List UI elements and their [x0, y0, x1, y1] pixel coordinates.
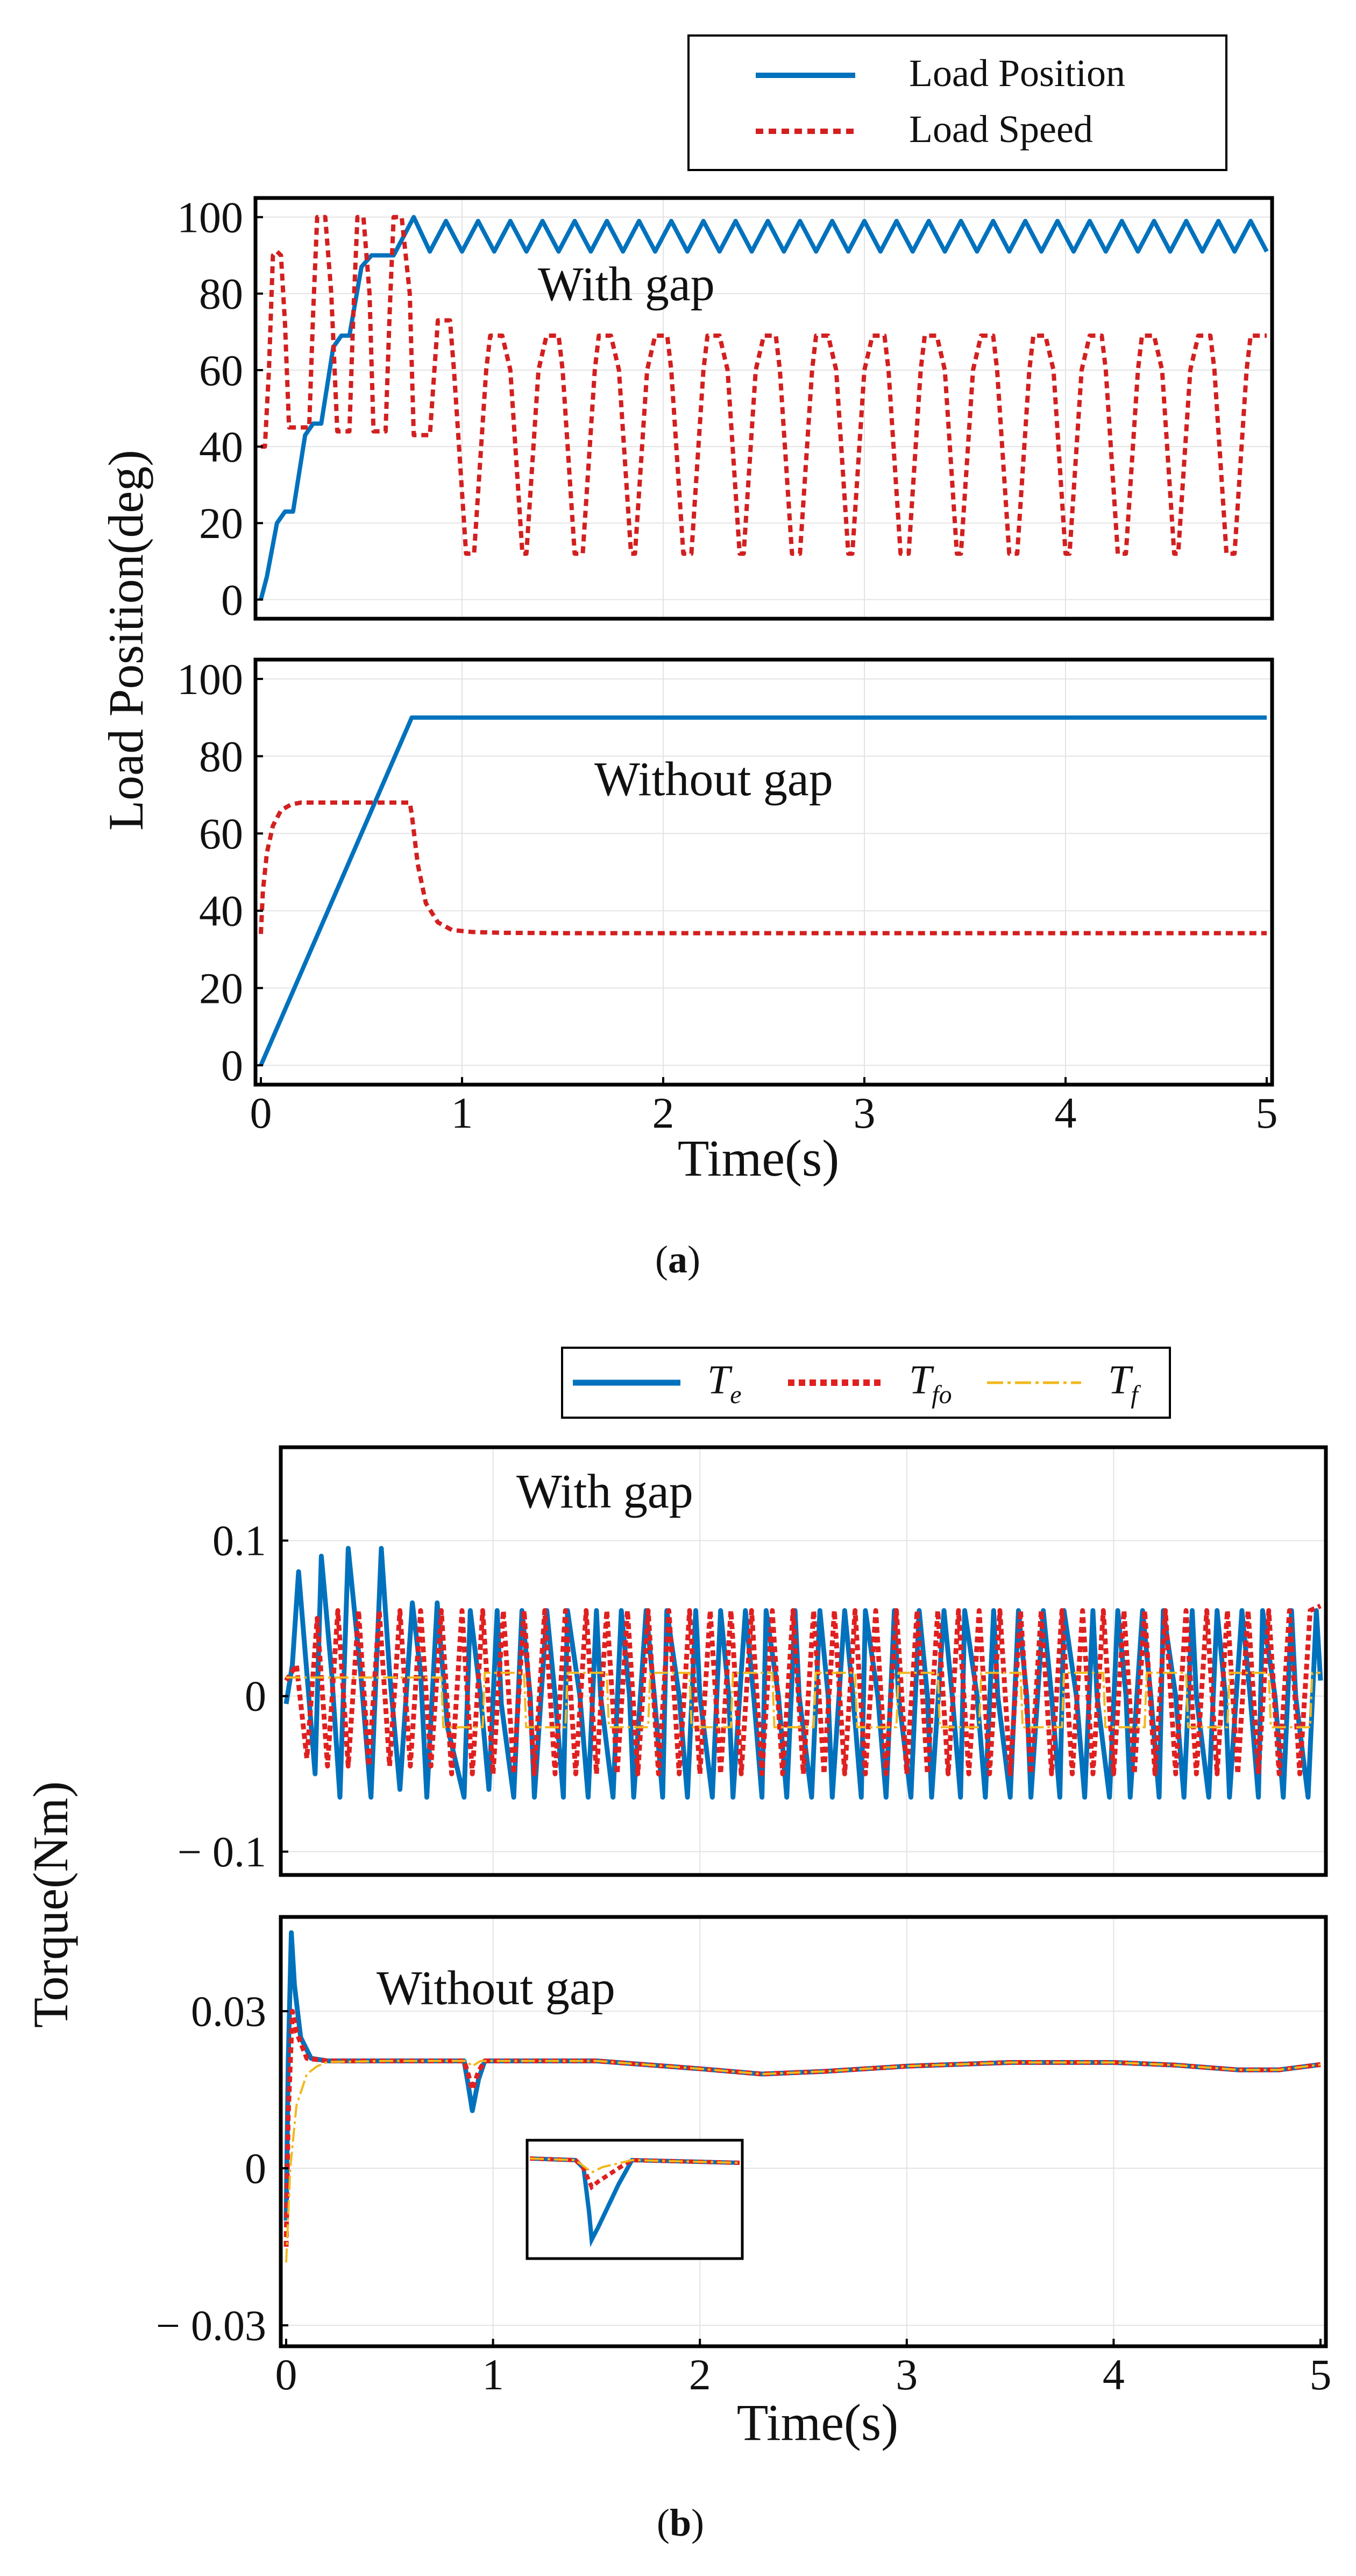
- figure-b-ylabel: Torque(Nm): [23, 1781, 78, 2028]
- y-tick-label: 80: [199, 732, 243, 781]
- panel-b-bottom-series: [283, 1930, 1321, 2263]
- x-tick-label: 1: [451, 1088, 473, 1137]
- inset-zoom: [526, 2139, 744, 2260]
- y-tick-label: 100: [177, 655, 243, 704]
- series-line-position: [259, 715, 1267, 1066]
- series-line-tfo: [284, 1603, 1322, 1777]
- legend-b-te-label: Te: [707, 1357, 742, 1409]
- panel-b-top: 0.1 0 − 0.1 With gap: [178, 1445, 1328, 1877]
- panel-b-top-annotation: With gap: [516, 1465, 693, 1518]
- panel-a-top: 100 80 60 40 20 0 With gap: [177, 193, 1274, 624]
- y-tick-label: 60: [199, 346, 243, 395]
- y-tick-label: 20: [199, 499, 243, 548]
- panel-b-bottom-grid: [281, 1917, 1326, 2346]
- panel-b-top-yticks: 0.1 0 − 0.1: [178, 1518, 288, 1876]
- panel-b-top-frame: [279, 1445, 1328, 1877]
- y-tick-label: 40: [199, 887, 243, 936]
- x-tick-label: 4: [1055, 1088, 1077, 1137]
- x-tick-label: 0: [250, 1088, 272, 1137]
- y-tick-label: 0: [245, 1673, 266, 1721]
- figure-a-caption: (a): [655, 1238, 700, 1281]
- y-tick-label: 0: [245, 2145, 266, 2192]
- legend-a-position-label: Load Position: [909, 52, 1125, 95]
- inset-tf-line: [529, 2157, 740, 2174]
- y-tick-label: 80: [199, 270, 243, 319]
- panel-b-bottom-frame: [279, 1915, 1328, 2348]
- panel-a-bottom-annotation: Without gap: [594, 753, 833, 806]
- y-tick-label: 0: [221, 575, 243, 624]
- panel-a-bottom-series: [259, 715, 1267, 1066]
- panel-a-bottom-frame: [253, 657, 1274, 1087]
- x-tick-label: 3: [896, 2350, 918, 2399]
- panel-a-top-yticks: 100 80 60 40 20 0: [177, 193, 263, 624]
- panel-a-top-grid: [255, 198, 1272, 619]
- legend-a-speed-label: Load Speed: [909, 108, 1093, 151]
- series-line-speed: [259, 800, 1267, 936]
- y-tick-label: 0.1: [212, 1518, 266, 1565]
- panel-a-top-frame: [253, 196, 1274, 621]
- panel-a-bottom: 100 80 60 40 20 0 Without gap 0 1 2 3 4 5: [177, 655, 1278, 1137]
- x-tick-label: 5: [1256, 1088, 1278, 1137]
- panel-b-bottom-yticks: 0.03 0 − 0.03: [156, 1988, 288, 2349]
- figure-a-ylabel: Load Position(deg): [98, 450, 153, 831]
- y-tick-label: 0: [221, 1041, 243, 1090]
- y-tick-label: − 0.1: [178, 1829, 266, 1876]
- panel-a-bottom-xticks: 0 1 2 3 4 5: [250, 1077, 1278, 1137]
- legend-a: Load Position Load Speed: [687, 34, 1227, 171]
- series-line-tf: [286, 1672, 1320, 1729]
- x-tick-label: 5: [1310, 2350, 1332, 2399]
- x-tick-label: 3: [854, 1088, 876, 1137]
- y-tick-label: 0.03: [191, 1988, 266, 2035]
- figure-b: Te Tfo Tf 0.10− 0.1 With gap 0.030− 0.03…: [23, 1347, 1332, 2544]
- series-line-position: [259, 215, 1269, 600]
- legend-b-tfo-label: Tfo: [909, 1357, 952, 1409]
- figure-b-xlabel: Time(s): [737, 2394, 899, 2451]
- panel-b-bottom-xticks: 0 1 2 3 4 5: [275, 2339, 1332, 2399]
- panel-a-top-annotation: With gap: [538, 258, 715, 311]
- x-tick-label: 4: [1103, 2350, 1125, 2399]
- panel-a-bottom-grid: [255, 660, 1272, 1085]
- x-tick-label: 1: [482, 2350, 504, 2399]
- panel-a-bottom-yticks: 100 80 60 40 20 0: [177, 655, 263, 1090]
- panel-b-top-series: [283, 1546, 1323, 1800]
- x-tick-label: 2: [652, 1088, 675, 1137]
- y-tick-label: 40: [199, 422, 243, 471]
- figure-a-xlabel: Time(s): [678, 1129, 840, 1187]
- y-tick-label: − 0.03: [156, 2302, 266, 2349]
- panel-a-top-series: [259, 215, 1269, 600]
- legend-a-box: [687, 34, 1227, 171]
- series-line-tfo: [283, 2008, 1321, 2247]
- y-tick-label: 100: [177, 193, 243, 242]
- panel-b-bottom-annotation: Without gap: [377, 1962, 615, 2015]
- series-line-speed: [261, 215, 1267, 556]
- figure-b-caption: (b): [657, 2501, 704, 2544]
- series-line-tf: [285, 2060, 1321, 2263]
- x-tick-label: 2: [689, 2350, 711, 2399]
- legend-b: Te Tfo Tf: [561, 1347, 1171, 1419]
- x-tick-label: 0: [275, 2350, 297, 2399]
- y-tick-label: 20: [199, 964, 243, 1013]
- y-tick-label: 60: [199, 809, 243, 858]
